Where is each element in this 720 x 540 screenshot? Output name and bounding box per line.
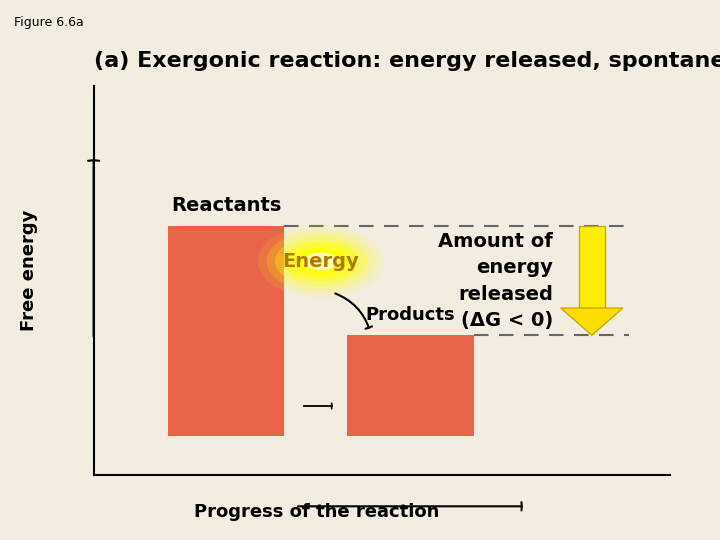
Text: Products: Products [366, 306, 455, 323]
Text: Amount of
energy
released
(ΔG < 0): Amount of energy released (ΔG < 0) [438, 232, 553, 330]
Ellipse shape [295, 248, 347, 275]
Text: (a) Exergonic reaction: energy released, spontaneous: (a) Exergonic reaction: energy released,… [94, 51, 720, 71]
Ellipse shape [266, 230, 376, 293]
Bar [168, 226, 284, 436]
Polygon shape [561, 308, 623, 335]
Ellipse shape [275, 236, 367, 287]
Text: Figure 6.6a: Figure 6.6a [14, 16, 84, 29]
Text: Energy: Energy [283, 252, 359, 271]
Ellipse shape [304, 253, 338, 270]
Bar [579, 226, 605, 308]
Text: Free energy: Free energy [19, 210, 38, 330]
Ellipse shape [258, 225, 384, 298]
Ellipse shape [284, 242, 359, 281]
Text: Reactants: Reactants [171, 195, 282, 215]
Bar [347, 335, 474, 436]
Text: Progress of the reaction: Progress of the reaction [194, 503, 439, 521]
